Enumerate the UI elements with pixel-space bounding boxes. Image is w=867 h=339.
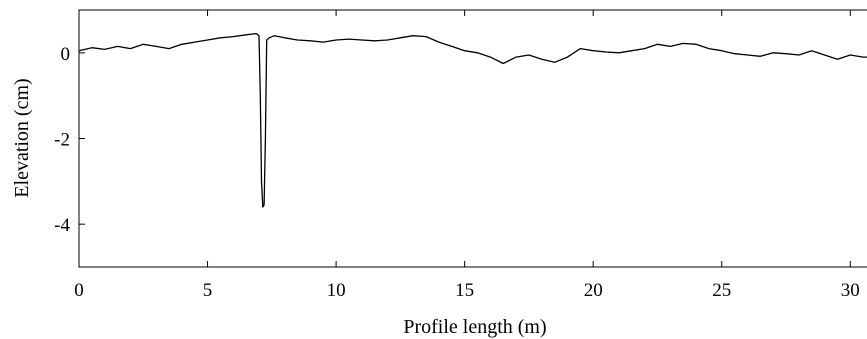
y-axis-title: Elevation (cm) (11, 78, 33, 197)
x-tick-label: 0 (74, 280, 84, 301)
y-tick-label: -2 (54, 130, 70, 151)
x-tick-label: 25 (712, 280, 731, 301)
y-tick-label: -4 (54, 215, 70, 236)
axis-ticks (78, 10, 851, 267)
x-tick-label: 15 (455, 280, 474, 301)
x-tick-label: 30 (841, 280, 860, 301)
y-tick-label: 0 (61, 44, 71, 65)
x-axis-title: Profile length (m) (403, 316, 546, 338)
plot-area-frame (78, 9, 867, 268)
x-tick-label: 5 (203, 280, 213, 301)
x-tick-label: 20 (584, 280, 603, 301)
x-tick-label: 10 (327, 280, 346, 301)
axis-tick-labels: 0 5 10 15 20 25 30 -4 -2 0 (54, 44, 860, 301)
elevation-series-line (78, 32, 867, 208)
